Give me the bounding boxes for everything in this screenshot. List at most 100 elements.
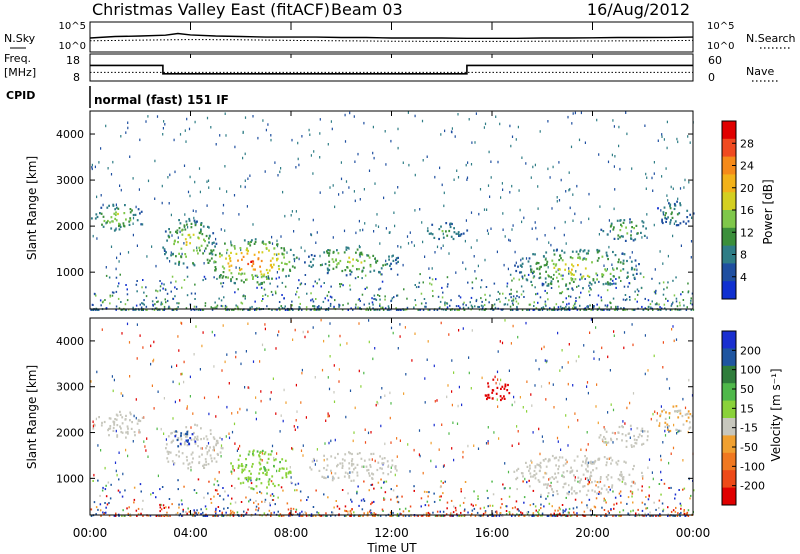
- vel-cell: [381, 487, 383, 489]
- vel-cell: [171, 441, 173, 443]
- vel-cell: [361, 466, 363, 468]
- power-cell: [461, 233, 463, 235]
- power-cell: [650, 303, 652, 305]
- power-cell: [202, 252, 204, 254]
- power-cell: [460, 296, 462, 298]
- vel-cell: [604, 485, 606, 487]
- power-cell: [349, 112, 350, 115]
- vel-cell: [568, 512, 570, 514]
- power-cell: [538, 262, 540, 264]
- power-cell: [570, 296, 572, 298]
- power-cell: [298, 158, 299, 161]
- vel-cell: [246, 350, 247, 353]
- power-cell: [392, 297, 394, 299]
- vel-cell: [662, 503, 664, 505]
- vel-cell: [125, 431, 127, 433]
- vel-cell: [197, 436, 199, 438]
- power-cell: [494, 303, 496, 305]
- power-cell: [641, 287, 643, 289]
- power-cell: [629, 296, 631, 298]
- vel-cell: [127, 428, 129, 430]
- power-cell: [124, 204, 126, 206]
- vel-cell: [535, 477, 537, 479]
- power-cell: [349, 285, 351, 287]
- vel-cell: [351, 460, 353, 462]
- vel-cell: [262, 459, 263, 462]
- power-cell: [261, 273, 263, 275]
- power-cell: [442, 230, 444, 232]
- vel-cell: [219, 510, 221, 512]
- power-cell: [553, 274, 555, 276]
- power-cell: [551, 280, 553, 282]
- vel-cell: [525, 462, 527, 464]
- power-cell: [546, 292, 548, 294]
- vel-cell: [193, 509, 195, 511]
- vel-cell: [462, 456, 463, 459]
- vel-cell: [686, 420, 688, 422]
- vel-cell: [316, 460, 318, 462]
- vel-cell: [125, 415, 127, 417]
- power-cell: [116, 204, 117, 207]
- vel-cell: [297, 426, 298, 429]
- power-cell: [676, 298, 678, 300]
- vel-cell: [318, 512, 320, 514]
- vel-cell: [328, 442, 329, 445]
- power-cell: [108, 205, 110, 207]
- power-cell: [237, 288, 239, 290]
- vel-cell: [546, 487, 548, 489]
- vel-cell: [558, 465, 560, 467]
- vel-cell: [497, 387, 499, 389]
- power-cell: [155, 290, 157, 292]
- power-cell: [568, 303, 570, 305]
- power-cell: [245, 116, 246, 119]
- vel-cell: [401, 496, 403, 498]
- vel-cell: [266, 486, 268, 488]
- power-cell: [579, 296, 581, 298]
- power-cell: [663, 294, 665, 296]
- power-cell: [123, 222, 125, 224]
- vel-cell: [620, 495, 622, 497]
- vel-cell: [227, 495, 229, 497]
- vel-cell: [196, 438, 198, 440]
- vel-cell: [189, 437, 191, 439]
- power-cell: [261, 300, 263, 302]
- power-cell: [609, 282, 611, 284]
- power-cell: [557, 200, 558, 203]
- colorbar-tick-label: 4: [740, 271, 747, 284]
- power-cell: [610, 230, 611, 233]
- power-cell: [453, 238, 455, 240]
- vel-cell: [128, 506, 130, 508]
- power-cell: [633, 239, 635, 241]
- power-cell: [165, 301, 167, 303]
- vel-cell: [351, 453, 353, 455]
- power-cell: [312, 305, 314, 307]
- power-cell: [231, 265, 233, 267]
- vel-cell: [208, 481, 210, 483]
- vel-cell: [504, 462, 505, 465]
- vel-cell: [300, 401, 301, 404]
- vel-cell: [596, 497, 598, 499]
- power-cell: [375, 298, 377, 300]
- vel-cell: [656, 419, 658, 421]
- power-cell: [369, 170, 370, 173]
- power-cell: [330, 286, 332, 288]
- vel-cell: [253, 454, 255, 456]
- vel-cell: [307, 331, 308, 334]
- vel-cell: [426, 491, 428, 493]
- power-cell: [565, 190, 566, 193]
- power-cell: [636, 265, 637, 268]
- colorbar-swatch: [722, 331, 736, 349]
- power-cell: [333, 261, 335, 263]
- vel-cell: [637, 509, 639, 511]
- vel-cell: [674, 340, 675, 343]
- power-cell: [267, 123, 268, 126]
- power-cell: [686, 210, 688, 212]
- power-cell: [281, 253, 283, 255]
- vel-cell: [496, 512, 498, 514]
- power-cell: [289, 269, 291, 271]
- vel-cell: [205, 447, 207, 449]
- vel-cell: [424, 491, 426, 493]
- power-cell: [513, 224, 514, 227]
- power-cell: [356, 268, 358, 270]
- vel-cell: [271, 391, 272, 394]
